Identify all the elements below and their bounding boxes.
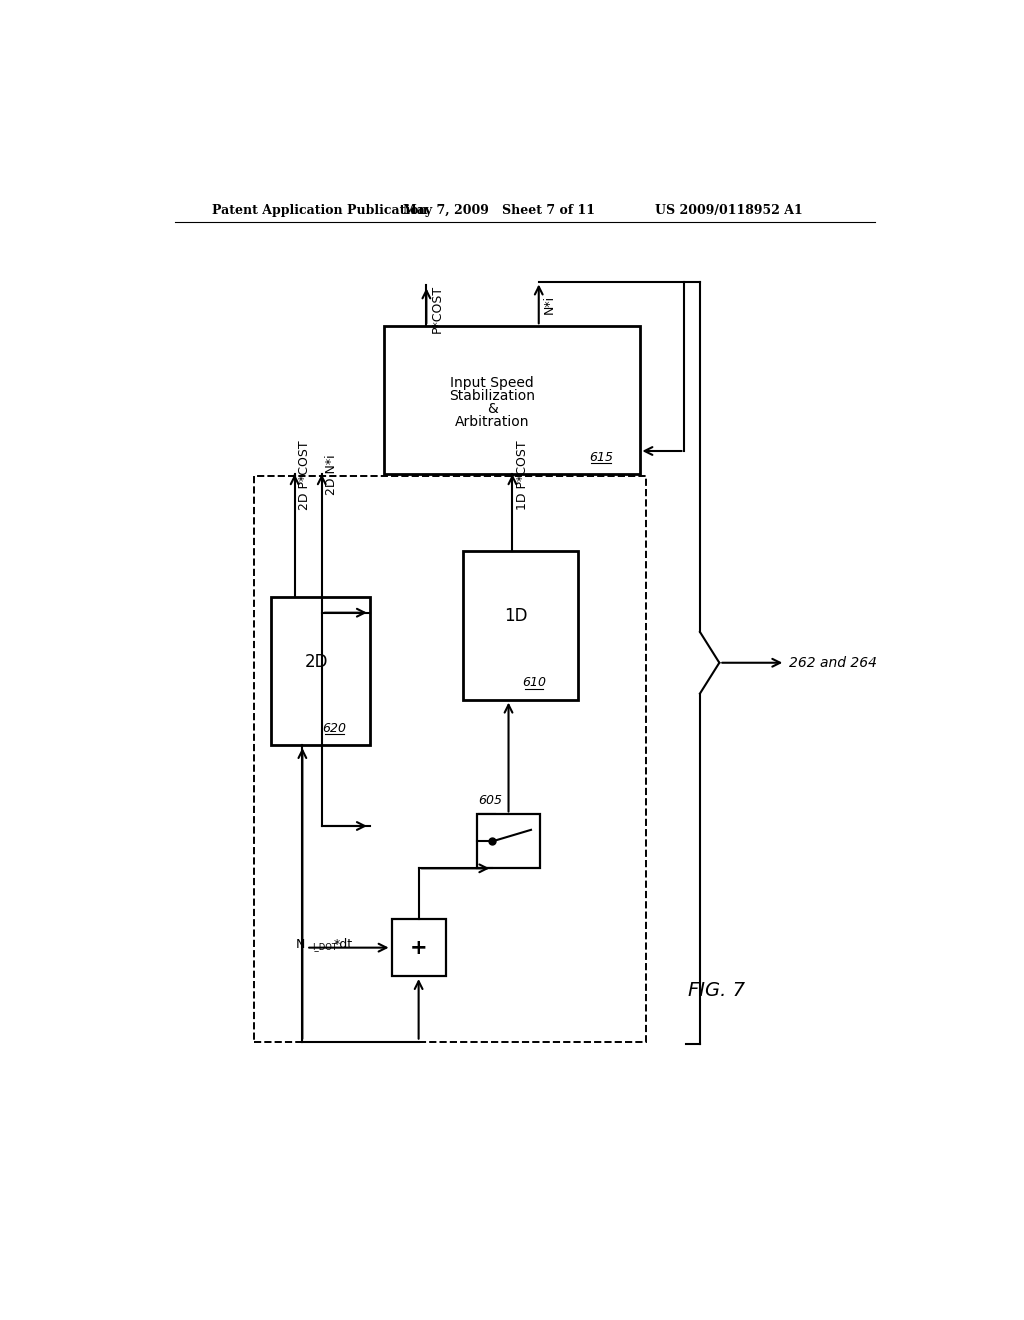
Text: 620: 620	[323, 722, 346, 735]
Text: US 2009/0118952 A1: US 2009/0118952 A1	[655, 205, 803, 218]
Text: Arbitration: Arbitration	[455, 414, 529, 429]
Text: Patent Application Publication: Patent Application Publication	[212, 205, 427, 218]
Text: FIG. 7: FIG. 7	[688, 981, 745, 999]
Text: &: &	[486, 403, 498, 416]
Text: 1D P*COST: 1D P*COST	[515, 440, 528, 510]
Text: May 7, 2009   Sheet 7 of 11: May 7, 2009 Sheet 7 of 11	[403, 205, 595, 218]
Text: 605: 605	[478, 793, 503, 807]
Text: 1D: 1D	[505, 607, 528, 626]
Bar	[391, 919, 445, 977]
Text: 2D: 2D	[305, 653, 329, 671]
Text: I_DOT: I_DOT	[311, 941, 337, 950]
Bar	[271, 598, 370, 744]
Text: 2D P*COST: 2D P*COST	[298, 440, 310, 510]
Bar	[477, 814, 541, 869]
Text: 610: 610	[522, 676, 546, 689]
Text: 615: 615	[589, 450, 612, 463]
Text: Input Speed: Input Speed	[451, 376, 535, 391]
Text: N*i: N*i	[543, 296, 556, 314]
Text: P*COST: P*COST	[430, 285, 443, 333]
Bar	[254, 475, 646, 1043]
Text: N: N	[295, 937, 305, 950]
Text: 2D N*i: 2D N*i	[325, 454, 338, 495]
Text: 262 and 264: 262 and 264	[790, 656, 878, 669]
Text: Stabilization: Stabilization	[450, 389, 536, 404]
Bar	[463, 552, 578, 700]
Text: *dt: *dt	[334, 937, 352, 950]
Text: +: +	[410, 937, 427, 957]
Bar	[384, 326, 640, 474]
